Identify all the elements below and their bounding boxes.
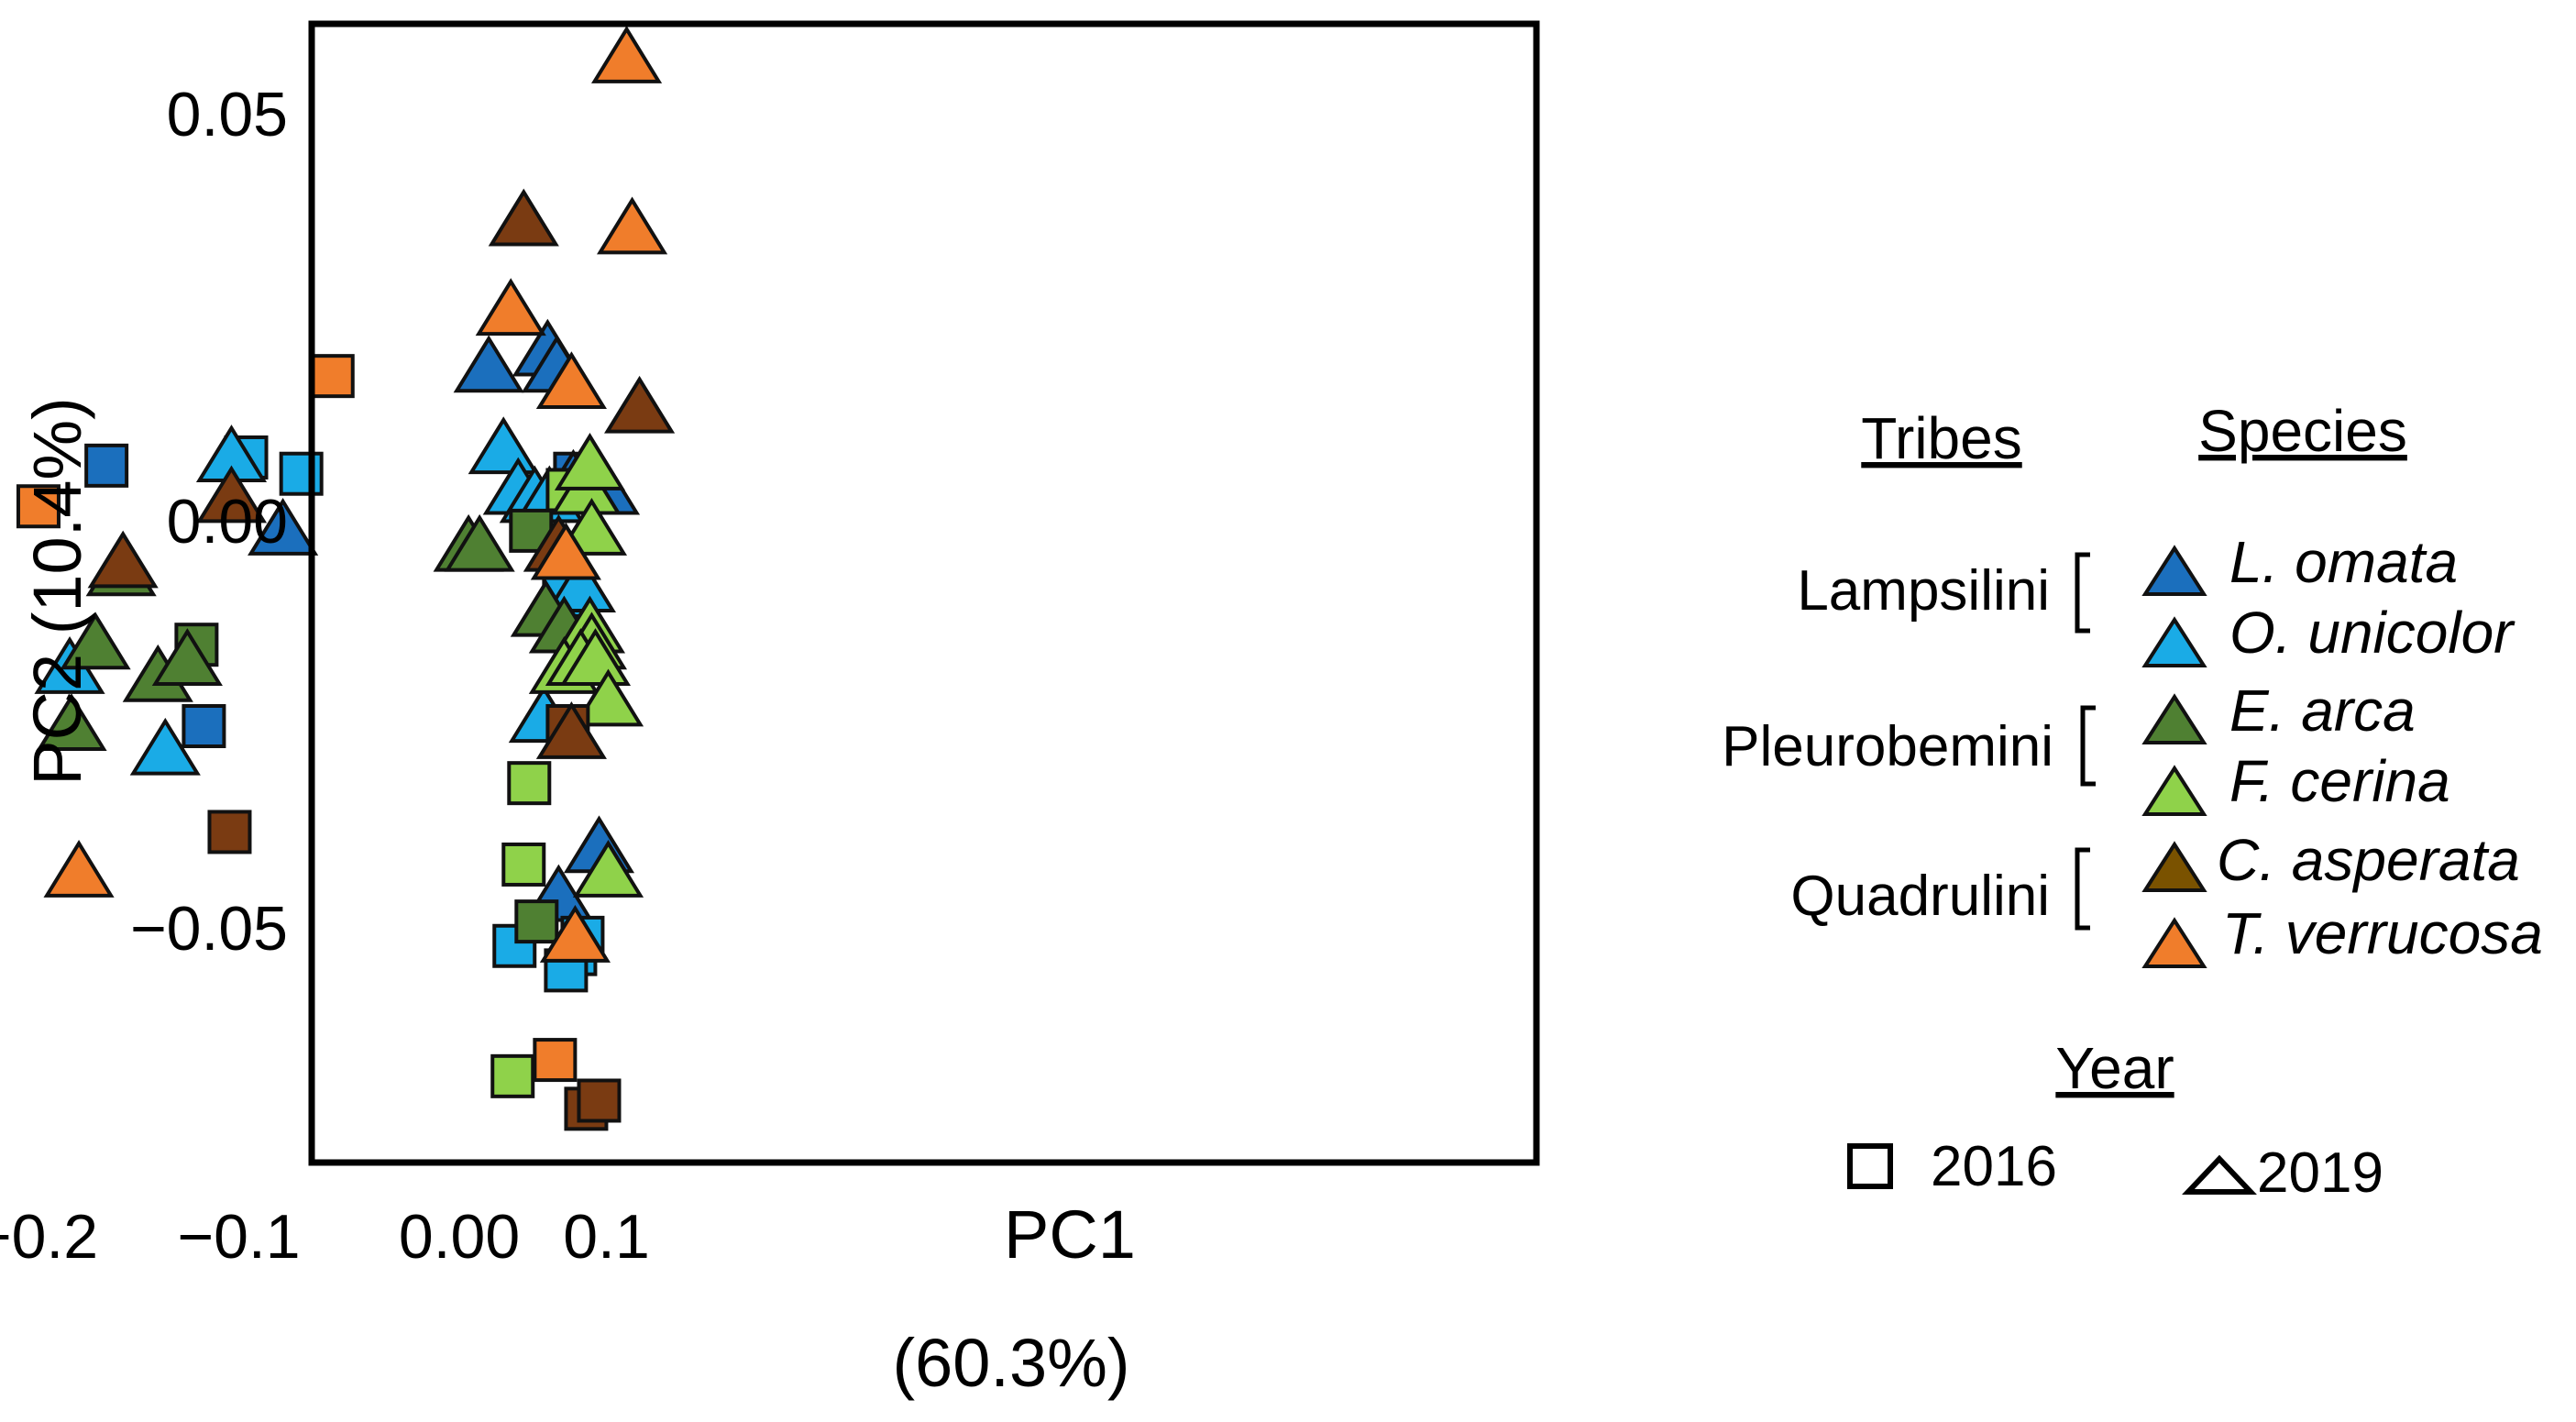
x-tick-label-2: 0.00 xyxy=(399,1202,520,1272)
point-c-asperata-2019-5 xyxy=(604,375,676,434)
point-t-verrucosa-2019-6 xyxy=(43,840,115,898)
point-t-verrucosa-2019-3 xyxy=(535,351,607,410)
point-e-arca-2019-3 xyxy=(151,628,223,686)
y-tick-label-2: −0.05 xyxy=(130,894,288,964)
legend-marker-c-asperata xyxy=(2141,841,2207,892)
point-t-verrucosa-2019-5 xyxy=(539,905,611,963)
legend-species-c-asperata: C. asperata xyxy=(2217,827,2520,893)
legend-year-heading: Year xyxy=(2055,1035,2174,1101)
legend-species-heading: Species xyxy=(2198,398,2407,464)
point-f-cerina-2016-0 xyxy=(507,761,552,806)
legend-year-2016-label: 2016 xyxy=(1931,1135,2057,1198)
point-t-verrucosa-2016-0 xyxy=(16,484,61,529)
x-axis-ticks: −0.2 −0.1 0.00 0.1 xyxy=(0,1202,650,1272)
legend-year-2019-label: 2019 xyxy=(2257,1141,2383,1205)
point-f-cerina-2019-9 xyxy=(572,840,644,898)
legend-bracket-pleurobemini xyxy=(2080,705,2096,787)
point-o-unicolor-2019-3 xyxy=(468,416,539,475)
legend-tribe-pleurobemini: Pleurobemini xyxy=(1722,715,2053,778)
data-points xyxy=(16,26,676,1131)
point-l-omata-2016-1 xyxy=(182,704,226,748)
legend-marker-t-verrucosa xyxy=(2141,917,2207,968)
point-f-cerina-2019-7 xyxy=(559,628,632,686)
y-axis-title: PC2 (10.4%) xyxy=(19,397,95,786)
x-tick-label-3: 0.1 xyxy=(563,1202,650,1272)
point-t-verrucosa-2019-1 xyxy=(596,196,668,255)
x-axis-title: PC1 xyxy=(1004,1196,1136,1273)
point-f-cerina-2016-1 xyxy=(501,842,546,887)
point-l-omata-2019-1 xyxy=(453,335,524,393)
x-tick-label-1: −0.1 xyxy=(177,1202,300,1272)
legend-species-o-unicolor: O. unicolor xyxy=(2229,600,2515,666)
point-e-arca-2019-0 xyxy=(60,612,131,670)
point-f-cerina-2016-2 xyxy=(490,1053,535,1098)
point-f-cerina-2019-8 xyxy=(572,668,644,727)
point-c-asperata-2016-0 xyxy=(207,810,252,854)
legend-year-2016-square-marker xyxy=(1847,1143,1893,1189)
point-t-verrucosa-2016-2 xyxy=(533,1038,578,1083)
legend-tribes-heading: Tribes xyxy=(1861,405,2021,471)
point-f-cerina-2019-1 xyxy=(554,433,626,491)
point-l-omata-2016-0 xyxy=(84,443,129,488)
legend-species-f-cerina: F. cerina xyxy=(2229,748,2450,814)
legend-tribe-lampsilini: Lampsilini xyxy=(1797,559,2050,623)
point-c-asperata-2016-3 xyxy=(577,1078,622,1123)
point-t-verrucosa-2016-1 xyxy=(310,354,355,399)
x-axis-title-note: (60.3%) xyxy=(892,1325,1129,1401)
legend-bracket-quadrulini xyxy=(2075,847,2090,931)
legend: Tribes Species Lampsilini Pleurobemini Q… xyxy=(1722,398,2543,1205)
legend-species-l-omata: L. omata xyxy=(2229,529,2458,595)
point-c-asperata-2019-0 xyxy=(87,530,159,589)
point-c-asperata-2019-4 xyxy=(535,701,607,759)
point-c-asperata-2019-2 xyxy=(488,188,559,247)
legend-bracket-lampsilini xyxy=(2075,552,2090,634)
x-tick-label-0: −0.2 xyxy=(0,1202,98,1272)
point-t-verrucosa-2019-4 xyxy=(530,522,601,580)
legend-marker-e-arca xyxy=(2141,693,2207,744)
plot-area-frame xyxy=(308,20,1540,1166)
point-l-omata-2019-0 xyxy=(248,498,319,556)
point-e-arca-2016-2 xyxy=(514,899,559,944)
point-e-arca-2019-6 xyxy=(444,513,515,572)
legend-species-e-arca: E. arca xyxy=(2229,678,2416,744)
y-tick-label-1: 0.00 xyxy=(167,487,288,557)
legend-marker-o-unicolor xyxy=(2141,616,2207,667)
legend-species-markers xyxy=(2141,545,2207,968)
point-e-arca-2019-4 xyxy=(36,693,107,751)
legend-marker-f-cerina xyxy=(2141,765,2207,816)
point-t-verrucosa-2019-2 xyxy=(475,278,546,336)
point-c-asperata-2019-1 xyxy=(195,465,268,524)
legend-year-2019-triangle-marker xyxy=(2182,1154,2257,1195)
legend-tribe-quadrulini: Quadrulini xyxy=(1790,865,2050,928)
y-axis-ticks: 0.05 0.00 −0.05 xyxy=(130,80,288,964)
y-tick-label-0: 0.05 xyxy=(167,80,288,149)
legend-species-t-verrucosa: T. verrucosa xyxy=(2222,900,2543,966)
point-o-unicolor-2019-2 xyxy=(129,717,201,776)
legend-marker-l-omata xyxy=(2141,545,2207,596)
point-t-verrucosa-2019-0 xyxy=(590,26,663,83)
